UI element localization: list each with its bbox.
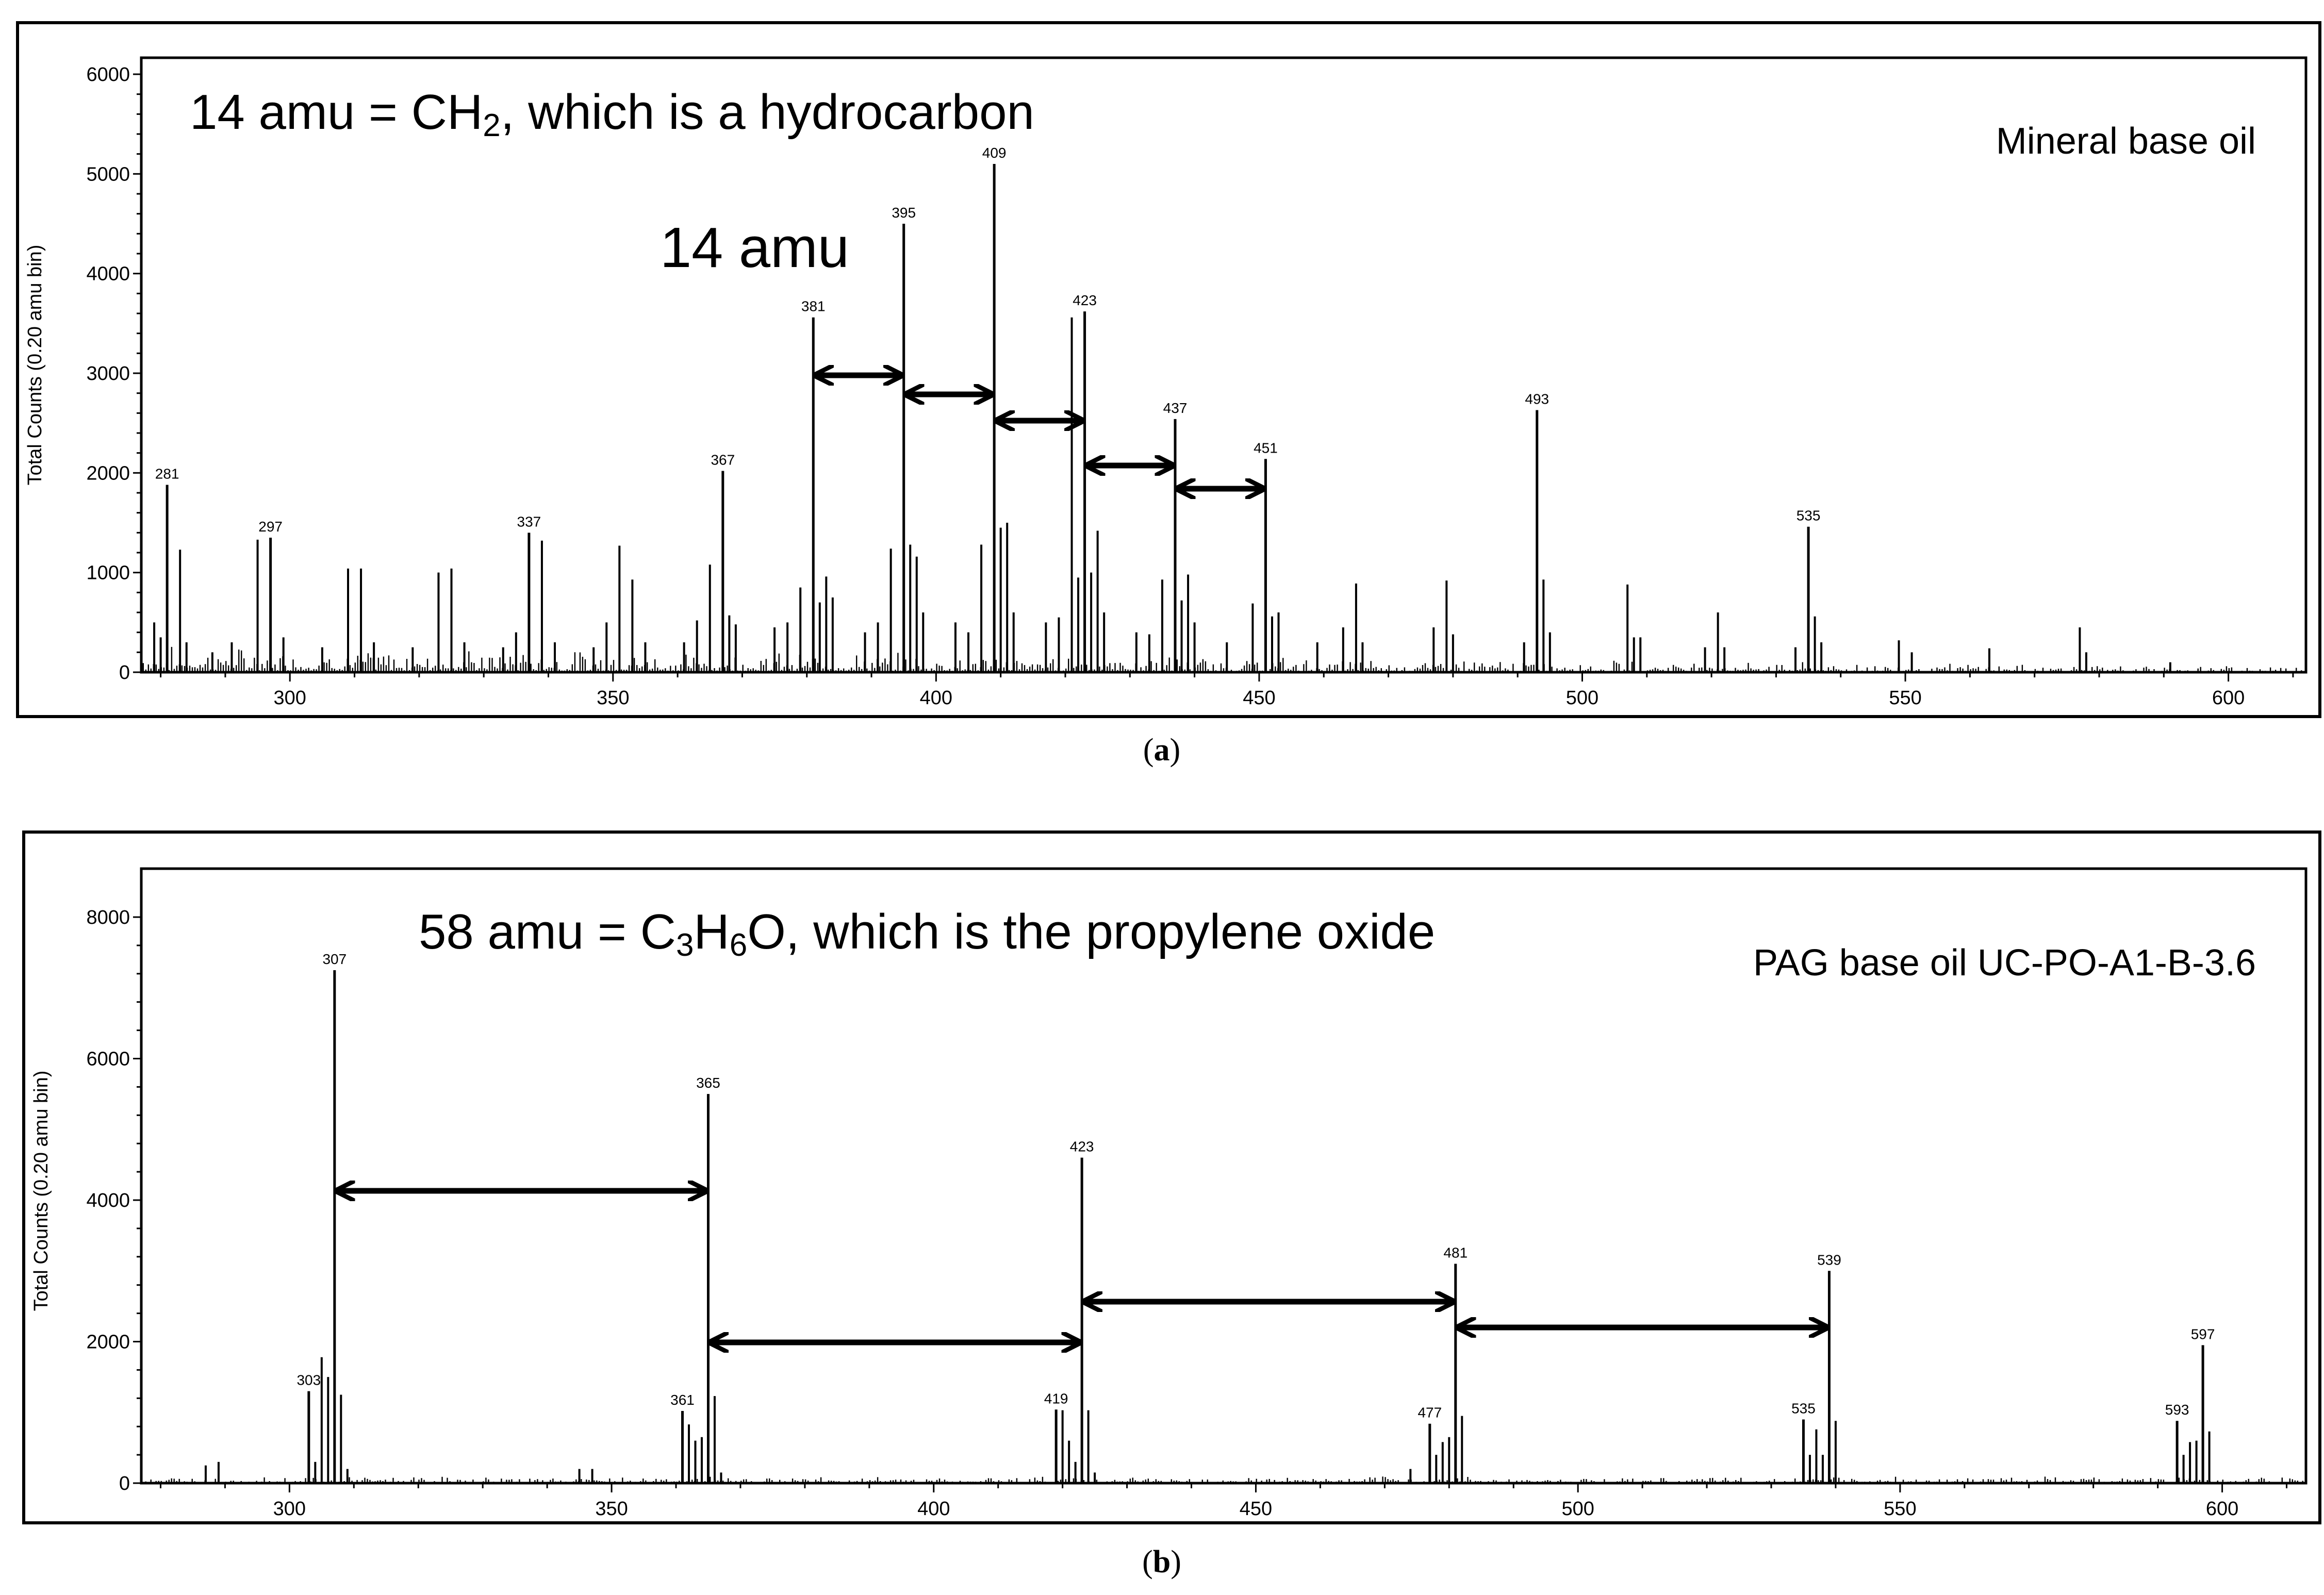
y-tick-label: 5000 bbox=[86, 163, 130, 185]
peak-label-367: 367 bbox=[711, 452, 735, 468]
x-tick-label: 600 bbox=[2212, 687, 2245, 709]
x-tick-label: 600 bbox=[2206, 1498, 2238, 1520]
panel-a-series-label: Mineral base oil bbox=[1996, 121, 2256, 162]
y-tick-label: 0 bbox=[119, 1473, 130, 1494]
y-tick-label: 2000 bbox=[86, 462, 130, 484]
peak-label-381: 381 bbox=[801, 298, 826, 314]
panel-a-caption: (a) bbox=[1143, 733, 1180, 768]
peak-label-477: 477 bbox=[1418, 1405, 1442, 1421]
panel-b-axes: 0 2000 4000 6000 8000 300 350 400 450 500 550 600 bbox=[86, 907, 2306, 1520]
panel-a-y-axis-label: Total Counts (0.20 amu bin) bbox=[24, 245, 46, 486]
y-tick-label: 4000 bbox=[86, 263, 130, 285]
y-tick-label: 6000 bbox=[86, 1049, 130, 1070]
panel-a-baseline-noise bbox=[142, 646, 2305, 672]
y-tick-label: 6000 bbox=[86, 64, 130, 86]
baseline-noise-trace bbox=[142, 646, 2305, 672]
x-tick-label: 550 bbox=[1884, 1498, 1916, 1520]
x-tick-label: 450 bbox=[1243, 687, 1275, 709]
x-tick-label: 300 bbox=[274, 687, 306, 709]
y-tick-label: 0 bbox=[119, 662, 130, 684]
x-tick-label: 350 bbox=[597, 687, 629, 709]
peak-label-281: 281 bbox=[155, 466, 179, 482]
peak-label-303: 303 bbox=[296, 1372, 321, 1388]
peak-label-539: 539 bbox=[1817, 1252, 1841, 1268]
peak-label-437: 437 bbox=[1163, 400, 1188, 416]
peak-label-409: 409 bbox=[982, 145, 1007, 161]
peak-label-297: 297 bbox=[258, 519, 283, 535]
panel-b-caption: (b) bbox=[1142, 1544, 1181, 1580]
x-tick-label: 300 bbox=[273, 1498, 306, 1520]
peak-label-451: 451 bbox=[1254, 440, 1278, 456]
x-tick-label: 350 bbox=[595, 1498, 628, 1520]
x-tick-label: 500 bbox=[1561, 1498, 1594, 1520]
x-tick-label: 500 bbox=[1566, 687, 1598, 709]
x-tick-label: 400 bbox=[917, 1498, 950, 1520]
panel-b-spacing-arrows bbox=[339, 1191, 1825, 1342]
y-tick-label: 8000 bbox=[86, 907, 130, 928]
panel-a: 281 297 337 367 381 395 409 423 437 451 493 535 0 10… bbox=[16, 21, 2321, 768]
x-tick-label: 450 bbox=[1240, 1498, 1272, 1520]
peak-label-307: 307 bbox=[322, 951, 347, 967]
panel-b-labeled-peaks bbox=[307, 970, 2204, 1483]
panel-b-peak-labels: 303 307 361 365 419 423 477 481 535 539 593 597 bbox=[296, 951, 2215, 1421]
panel-a-spacing-label: 14 amu bbox=[660, 216, 849, 279]
peak-label-597: 597 bbox=[2191, 1326, 2215, 1342]
peak-label-493: 493 bbox=[1525, 391, 1549, 407]
panel-b-minor-peaks bbox=[204, 1357, 2211, 1483]
panel-b: 303 307 361 365 419 423 477 481 535 539 593 597 0 20… bbox=[22, 830, 2321, 1580]
panel-a-peak-labels: 281 297 337 367 381 395 409 423 437 451 493 535 bbox=[155, 145, 1821, 535]
peak-label-535: 535 bbox=[1796, 508, 1821, 524]
peak-label-423: 423 bbox=[1070, 1139, 1094, 1155]
peak-label-481: 481 bbox=[1443, 1245, 1468, 1261]
panel-a-plot-frame bbox=[140, 56, 2307, 674]
panel-a-labeled-peaks bbox=[166, 164, 1810, 672]
peak-label-395: 395 bbox=[892, 205, 916, 221]
peak-label-423: 423 bbox=[1073, 292, 1097, 308]
panel-a-minor-peaks bbox=[153, 317, 2171, 672]
peak-label-419: 419 bbox=[1044, 1390, 1068, 1406]
y-tick-label: 4000 bbox=[86, 1190, 130, 1211]
x-tick-label: 400 bbox=[920, 687, 952, 709]
panel-a-annotation: 14 amu = CH2, which is a hydrocarbon bbox=[190, 85, 1034, 143]
y-tick-label: 1000 bbox=[86, 562, 130, 584]
y-tick-label: 3000 bbox=[86, 363, 130, 385]
peak-label-337: 337 bbox=[517, 513, 541, 529]
panel-b-outer-frame bbox=[22, 830, 2321, 1524]
peak-label-361: 361 bbox=[670, 1392, 695, 1408]
peak-label-535: 535 bbox=[1791, 1400, 1816, 1416]
x-tick-label: 550 bbox=[1889, 687, 1921, 709]
panel-b-series-label: PAG base oil UC-PO-A1-B-3.6 bbox=[1753, 942, 2256, 984]
peak-label-365: 365 bbox=[696, 1075, 720, 1091]
panel-b-y-axis-label: Total Counts (0.20 amu bin) bbox=[30, 1071, 52, 1311]
panel-a-outer-frame bbox=[16, 21, 2321, 718]
panel-a-axes: 0 1000 2000 3000 4000 5000 6000 300 350 400 450 500… bbox=[86, 64, 2306, 709]
y-tick-label: 2000 bbox=[86, 1332, 130, 1353]
panel-b-annotation: 58 amu = C3H6O, which is the propylene o… bbox=[419, 904, 1435, 963]
peak-label-593: 593 bbox=[2165, 1402, 2189, 1418]
panel-a-spacing-arrows bbox=[817, 375, 1261, 489]
